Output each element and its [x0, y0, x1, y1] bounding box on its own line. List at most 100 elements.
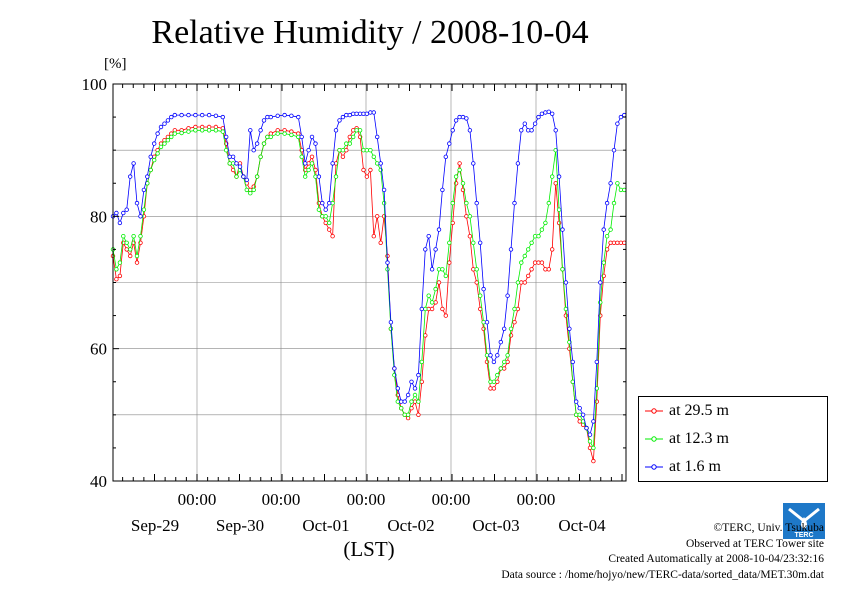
series-point-1	[433, 286, 438, 292]
series-point-1	[127, 247, 133, 252]
series-point-1	[560, 267, 565, 272]
series-point-2	[320, 200, 325, 206]
series-point-2	[254, 141, 260, 146]
x-time-label: 00:00	[432, 490, 471, 509]
series-point-2	[169, 114, 174, 120]
series-point-2	[258, 128, 263, 133]
series-point-2	[399, 399, 404, 404]
series-point-2	[179, 112, 184, 118]
series-point-2	[615, 121, 620, 126]
series-point-2	[405, 392, 411, 398]
series-point-2	[395, 386, 400, 391]
series-point-1	[169, 134, 174, 140]
series-point-1	[611, 200, 617, 206]
series-point-2	[601, 227, 606, 232]
series-point-1	[522, 253, 527, 259]
series-point-2	[570, 359, 575, 365]
series-point-1	[148, 167, 153, 173]
series-point-1	[340, 147, 346, 153]
source-text: Data source : /home/hojyo/new/TERC-data/…	[501, 568, 824, 581]
series-point-2	[587, 432, 593, 437]
series-point-1	[502, 359, 507, 365]
series-point-1	[162, 141, 167, 146]
series-point-1	[505, 353, 510, 358]
x-date-label: Oct-01	[302, 516, 349, 535]
series-point-1	[327, 220, 332, 226]
series-point-2	[261, 118, 267, 123]
series-point-0	[340, 154, 346, 159]
series-point-2	[234, 161, 239, 166]
series-point-0	[378, 240, 383, 245]
series-point-0	[553, 181, 558, 186]
series-point-2	[574, 399, 579, 404]
series-point-1	[193, 128, 198, 133]
series-point-0	[457, 161, 462, 166]
series-point-1	[344, 141, 349, 146]
series-point-1	[478, 293, 483, 298]
legend: at 29.5 m at 12.3 m at 1.6 m	[638, 396, 828, 482]
series-point-2	[409, 379, 414, 384]
series-point-2	[508, 247, 514, 252]
observed-text: Observed at TERC Tower site	[685, 537, 824, 550]
legend-label: at 1.6 m	[669, 458, 721, 475]
x-date-label: Oct-02	[387, 516, 434, 535]
y-tick-label: 80	[90, 207, 107, 226]
series-point-1	[121, 233, 126, 239]
series-point-2	[598, 280, 603, 285]
series-point-1	[512, 306, 517, 312]
series-point-2	[591, 419, 596, 424]
series-point-0	[124, 247, 129, 252]
series-point-2	[577, 406, 582, 411]
series-point-2	[495, 353, 500, 358]
series-point-2	[186, 112, 191, 118]
series-point-2	[464, 116, 469, 121]
series-point-0	[309, 154, 315, 159]
series-point-1	[357, 128, 363, 133]
series-point-2	[443, 154, 448, 159]
series-point-0	[491, 386, 497, 391]
series-point-2	[539, 111, 545, 116]
series-point-1	[351, 134, 356, 140]
series-point-2	[471, 161, 476, 166]
chart-axes: 40 60 80 100 [%] 00:00 00:00 00:00 00:00 00:00 Sep…	[82, 56, 626, 561]
series-point-2	[213, 113, 219, 118]
series-point-2	[230, 154, 236, 159]
series-point-2	[543, 110, 548, 115]
series-point-2	[241, 174, 246, 179]
series-point-2	[124, 207, 129, 212]
legend-label: at 12.3 m	[669, 430, 729, 447]
series-point-2	[378, 161, 383, 166]
series-point-2	[429, 267, 435, 272]
series-point-1	[306, 167, 311, 173]
series-point-2	[560, 227, 565, 232]
series-point-2	[498, 339, 503, 345]
created-text: Created Automatically at 2008-10-04/23:3…	[608, 553, 824, 565]
series-point-2	[199, 112, 205, 118]
series-point-1	[543, 220, 548, 226]
series-point-0	[117, 273, 123, 279]
series-point-1	[114, 267, 119, 272]
series-point-2	[481, 286, 486, 292]
series-point-0	[127, 253, 133, 259]
series-point-2	[193, 112, 198, 118]
series-point-2	[127, 174, 133, 179]
series-point-1	[223, 147, 229, 153]
series-point-0	[436, 280, 442, 285]
x-date-label: Sep-29	[131, 516, 179, 535]
series-point-2	[282, 112, 287, 118]
series-point-2	[237, 164, 243, 169]
series-point-2	[447, 141, 452, 146]
series-point-1	[440, 267, 445, 272]
series-point-1	[450, 200, 455, 206]
series-point-2	[388, 320, 394, 325]
series-point-1	[354, 128, 359, 133]
series-point-2	[584, 425, 589, 431]
series-point-2	[330, 161, 335, 166]
series-point-1	[601, 260, 606, 265]
series-point-2	[594, 359, 599, 365]
series-point-2	[478, 240, 483, 245]
series-point-2	[563, 280, 569, 285]
series-point-0	[416, 412, 421, 417]
series-point-1	[364, 147, 370, 153]
